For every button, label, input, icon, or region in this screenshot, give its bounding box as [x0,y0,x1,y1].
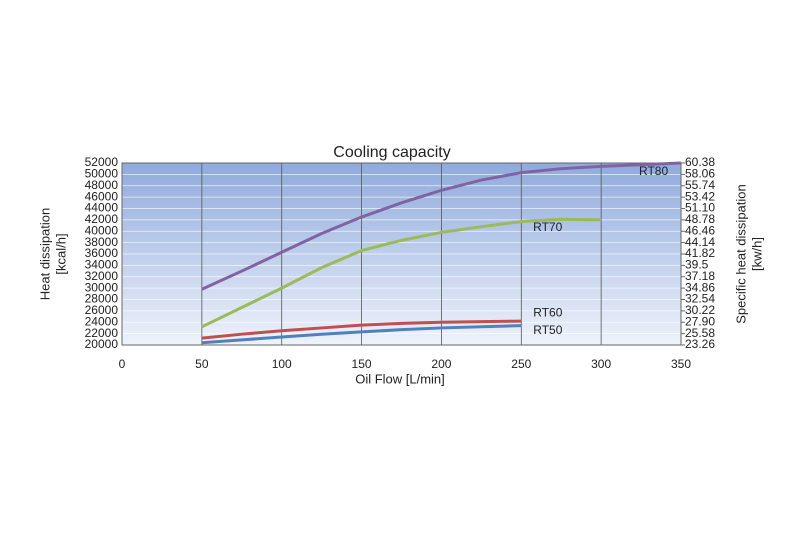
y2-tick-label: 27.90 [685,314,715,328]
series-label: RT50 [533,323,562,337]
chart-title: Cooling capacity [333,144,450,161]
y-tick-label: 46000 [85,189,119,203]
y2-tick-label: 44.14 [685,235,715,249]
series-label: RT80 [639,164,668,178]
y-tick-label: 32000 [85,269,119,283]
y-axis-label: [kcal/h] [53,233,68,274]
x-tick-label: 250 [511,357,531,371]
y-axis-label: Heat dissipation [37,208,52,301]
plot-border [121,162,682,346]
series-line [201,324,522,345]
y-tick-label: 44000 [85,201,119,215]
series-line [201,217,602,329]
y2-tick-label: 32.54 [685,292,715,306]
y-tick-label: 48000 [85,178,119,192]
y-tick-label: 26000 [85,303,119,317]
y2-tick-label: 25.58 [685,326,715,340]
series-label: RT70 [533,220,562,234]
y-tick-label: 50000 [85,167,119,181]
y-tick-label: 36000 [85,246,119,260]
y-tick-label: 42000 [85,212,119,226]
y2-tick-label: 55.74 [685,178,715,192]
y2-tick-label: 39.5 [685,258,709,272]
y-tick-label: 40000 [85,223,119,237]
series-label: RT60 [533,305,562,319]
y2-tick-label: 60.38 [685,155,715,169]
y2-tick-label: 58.06 [685,167,715,181]
y2-tick-label: 34.86 [685,280,715,294]
y2-tick-label: 46.46 [685,223,715,237]
x-tick-label: 50 [195,357,209,371]
y2-tick-label: 30.22 [685,303,715,317]
x-tick-label: 300 [591,357,611,371]
y-tick-label: 22000 [85,326,119,340]
y2-axis-label: [kw/h] [749,237,764,271]
y2-tick-label: 51.10 [685,201,715,215]
y2-tick-label: 23.26 [685,337,715,351]
y-tick-label: 28000 [85,292,119,306]
x-tick-label: 150 [352,357,372,371]
x-axis-label: Oil Flow [L/min] [355,371,445,386]
y2-axis-label: Specific heat dissipation [733,184,748,323]
y-tick-label: 34000 [85,258,119,272]
x-tick-label: 100 [272,357,292,371]
x-tick-label: 0 [119,357,126,371]
x-tick-label: 200 [431,357,451,371]
y2-tick-label: 37.18 [685,269,715,283]
y-tick-label: 30000 [85,280,119,294]
y2-tick-label: 48.78 [685,212,715,226]
series-line [201,161,682,291]
y2-tick-label: 53.42 [685,189,715,203]
x-tick-label: 350 [671,357,691,371]
y-tick-label: 52000 [85,155,119,169]
y-tick-label: 38000 [85,235,119,249]
y-tick-label: 20000 [85,337,119,351]
y2-tick-label: 41.82 [685,246,715,260]
series-line [201,319,522,340]
y-tick-label: 24000 [85,314,119,328]
